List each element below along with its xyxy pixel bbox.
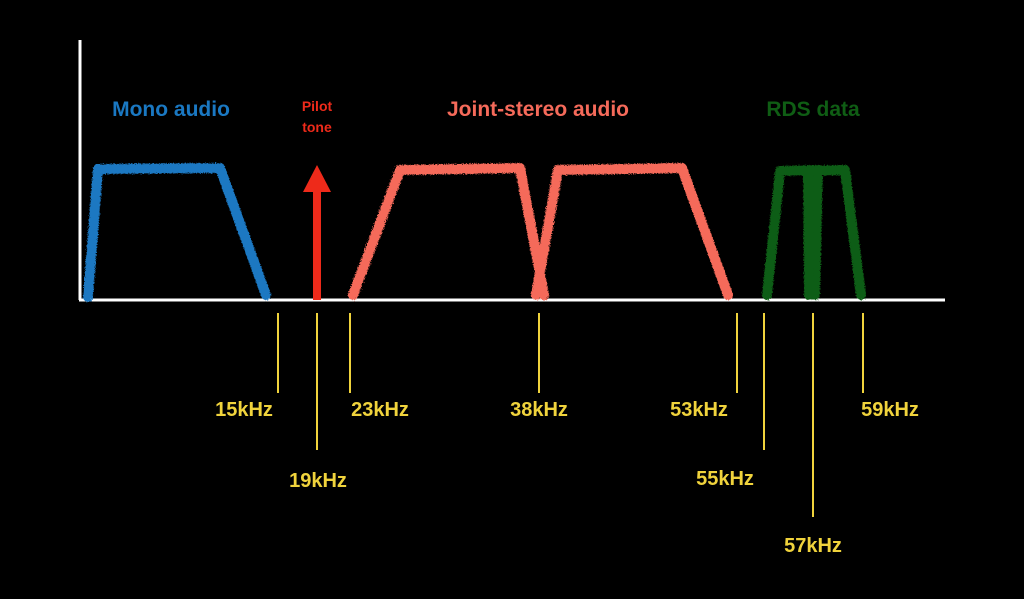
mono-audio-label: Mono audio	[112, 98, 230, 121]
marker-label-57khz: 57kHz	[784, 535, 842, 557]
marker-label-38khz: 38kHz	[510, 399, 568, 421]
marker-label-59khz: 59kHz	[861, 399, 919, 421]
marker-label-15khz: 15kHz	[215, 399, 273, 421]
rds-lower-band	[762, 165, 823, 300]
frequency-markers: 15kHz 19kHz 23kHz 38kHz 53kHz 55kHz 57kH…	[215, 313, 919, 557]
joint-stereo-audio-label: Joint-stereo audio	[447, 98, 629, 121]
marker-label-23khz: 23kHz	[351, 399, 409, 421]
pilot-tone-label-line2: tone	[302, 119, 332, 135]
rds-upper-band	[803, 165, 866, 300]
pilot-tone-label-line1: Pilot	[302, 98, 333, 114]
mono-audio-band	[83, 163, 271, 302]
rds-data-label: RDS data	[766, 98, 860, 121]
stereo-lower-band	[348, 163, 549, 300]
marker-label-55khz: 55kHz	[696, 468, 754, 490]
marker-label-53khz: 53kHz	[670, 399, 728, 421]
stereo-upper-band	[531, 163, 733, 300]
marker-label-19khz: 19kHz	[289, 470, 347, 492]
pilot-tone-arrow	[303, 165, 331, 300]
